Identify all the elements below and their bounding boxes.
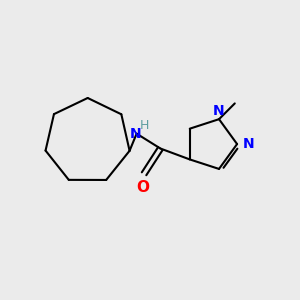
Text: N: N	[213, 104, 225, 118]
Text: N: N	[129, 127, 141, 141]
Text: O: O	[136, 180, 149, 195]
Text: N: N	[242, 137, 254, 151]
Text: H: H	[140, 119, 149, 132]
